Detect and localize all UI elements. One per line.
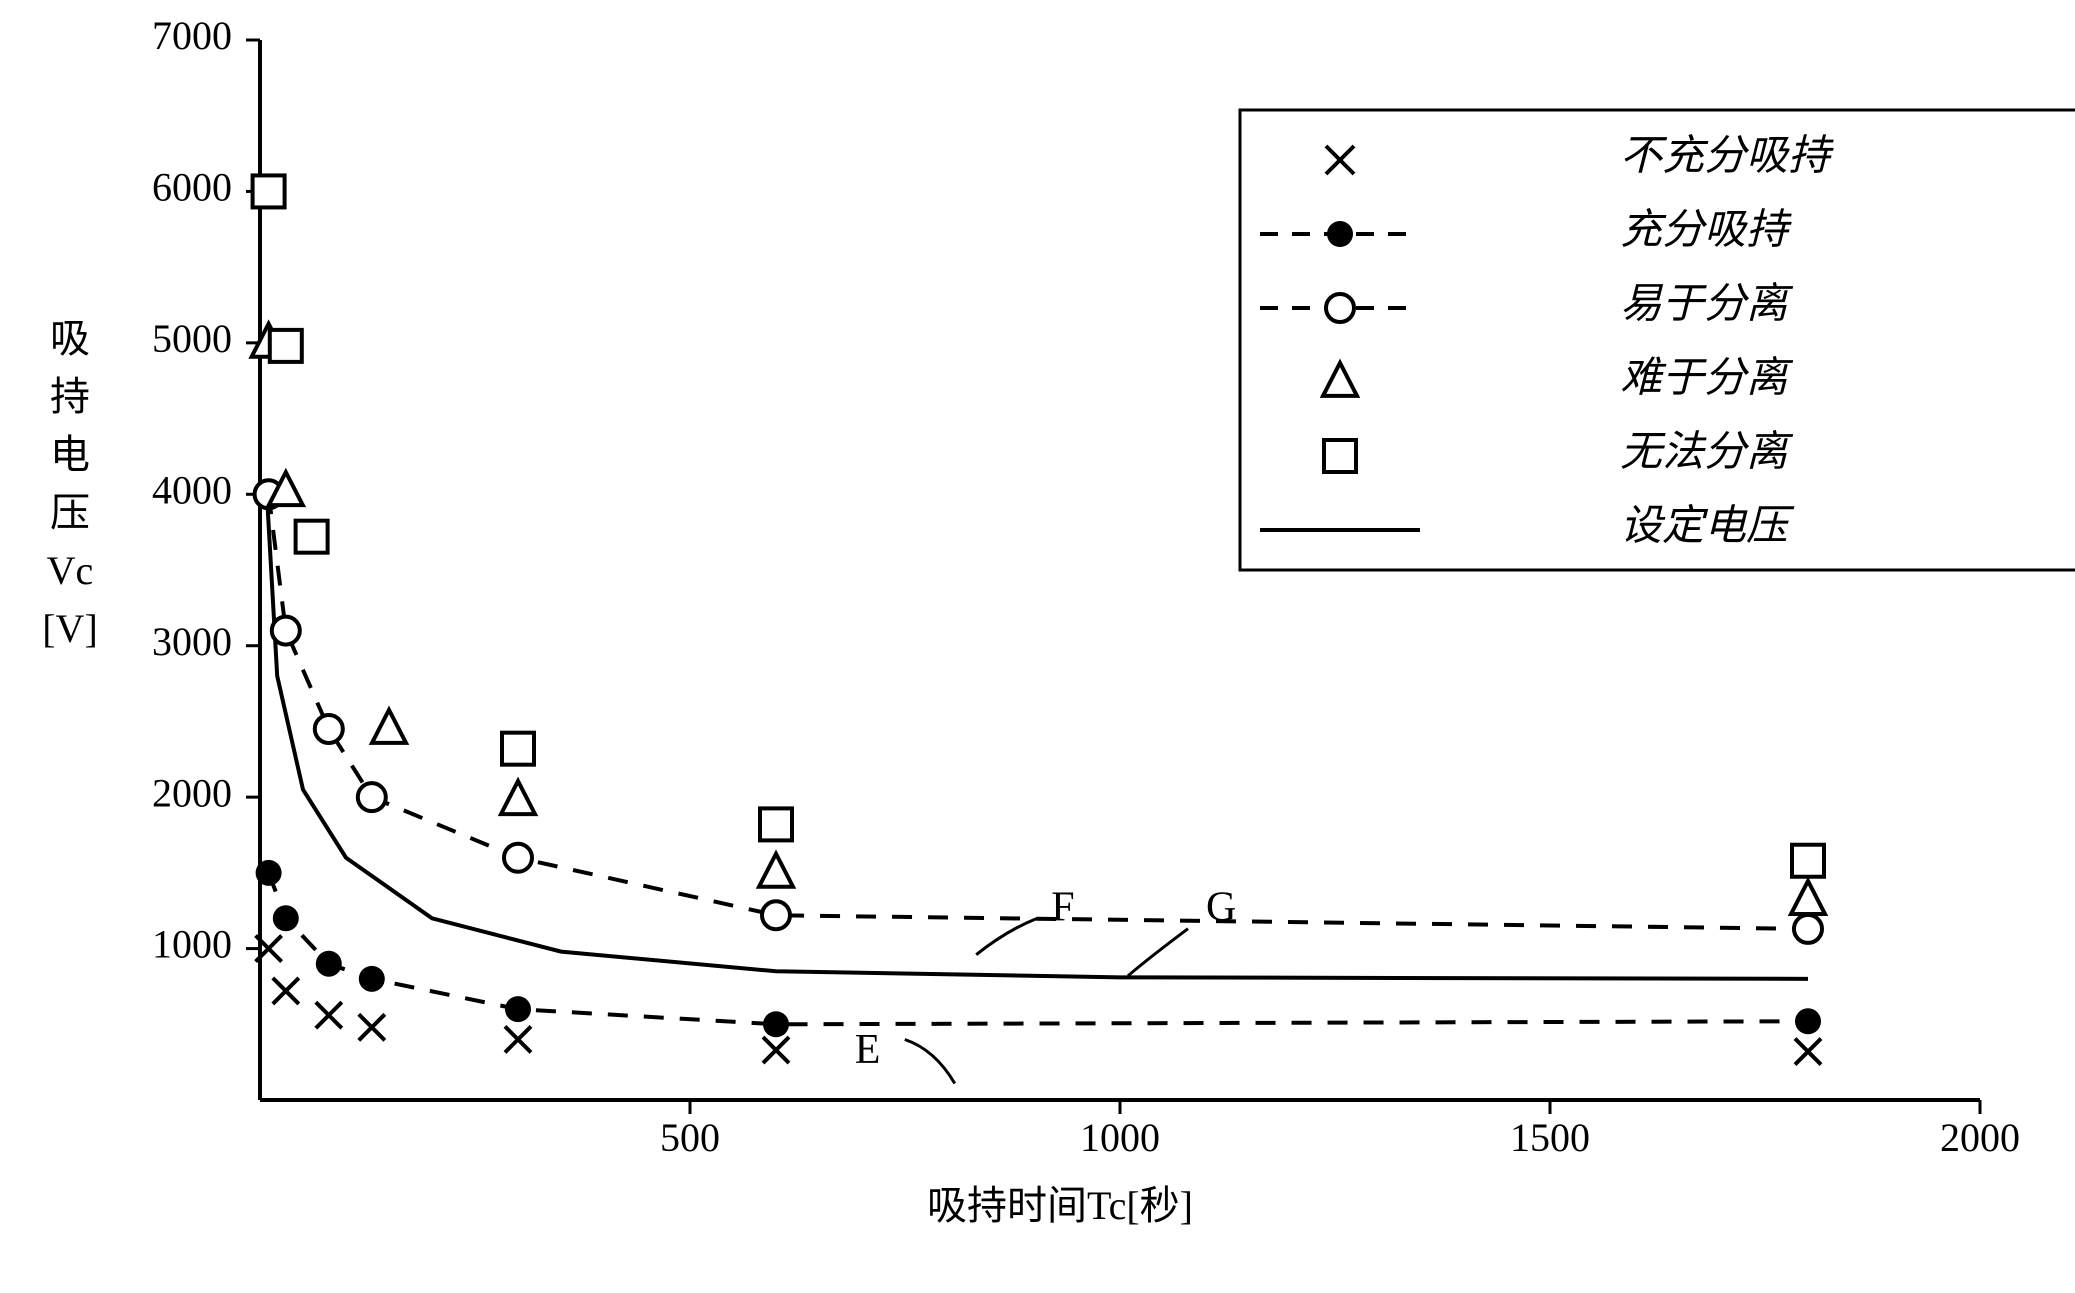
svg-text:1500: 1500 [1510,1115,1590,1160]
svg-text:6000: 6000 [152,165,232,210]
svg-text:3000: 3000 [152,619,232,664]
svg-text:5000: 5000 [152,316,232,361]
legend: 不充分吸持充分吸持易于分离难于分离无法分离设定电压 [1240,110,2075,570]
svg-text:设定电压: 设定电压 [1620,504,1795,550]
svg-text:2000: 2000 [1940,1115,2020,1160]
svg-text:1000: 1000 [152,922,232,967]
svg-text:F: F [1051,884,1074,930]
svg-text:持: 持 [50,374,90,419]
svg-text:难于分离: 难于分离 [1620,356,1794,402]
svg-text:不充分吸持: 不充分吸持 [1620,134,1834,180]
svg-text:2000: 2000 [152,770,232,815]
svg-text:E: E [855,1027,881,1073]
svg-text:无法分离: 无法分离 [1620,430,1794,476]
svg-text:G: G [1206,884,1236,930]
svg-text:7000: 7000 [152,13,232,58]
svg-text:1000: 1000 [1080,1115,1160,1160]
svg-text:[V]: [V] [42,606,98,651]
svg-text:充分吸持: 充分吸持 [1620,208,1792,254]
svg-text:500: 500 [660,1115,720,1160]
svg-text:Vc: Vc [47,548,94,593]
svg-text:4000: 4000 [152,467,232,512]
svg-text:吸持时间Tc[秒]: 吸持时间Tc[秒] [927,1183,1193,1228]
svg-text:吸: 吸 [50,316,90,361]
chart: 1000 2000 3000 4000 5000 6000 7000 500 1000 1500 2… [0,0,2075,1293]
svg-text:易于分离: 易于分离 [1620,282,1794,328]
svg-text:压: 压 [50,490,90,535]
svg-text:电: 电 [50,432,90,477]
